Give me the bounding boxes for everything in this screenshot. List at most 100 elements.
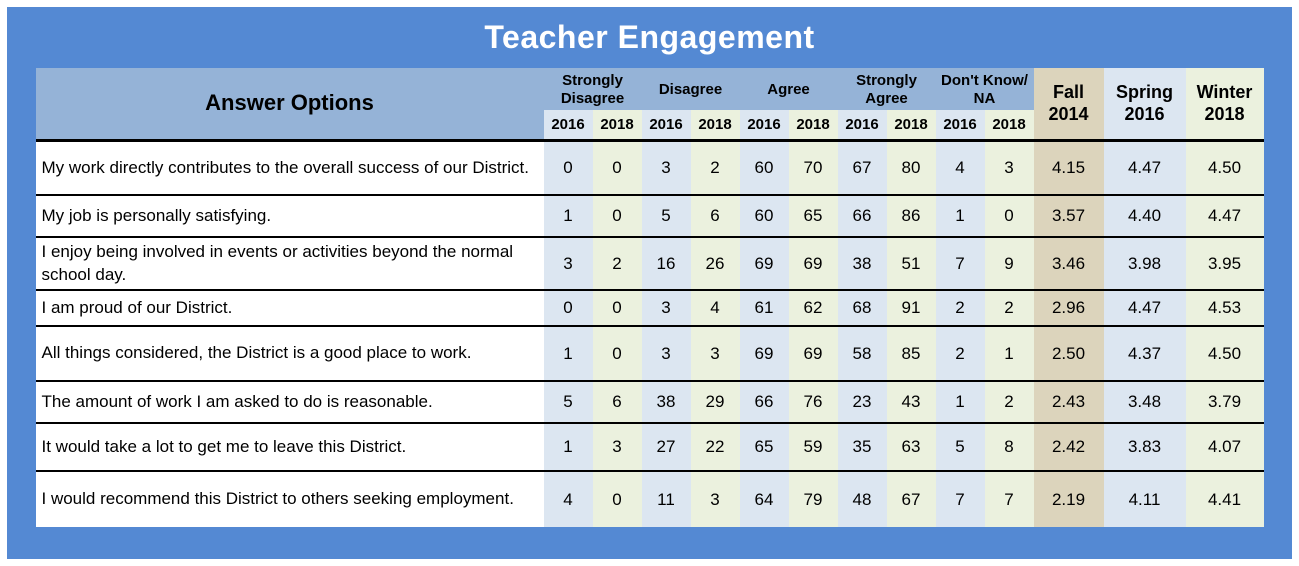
value-cell: 66 xyxy=(837,195,887,238)
value-cell: 80 xyxy=(886,140,936,196)
value-cell: 0 xyxy=(543,290,593,327)
table-row: I would recommend this District to other… xyxy=(35,471,1264,527)
value-cell: 3.98 xyxy=(1103,237,1186,291)
value-cell: 51 xyxy=(886,237,936,291)
value-cell: 3.95 xyxy=(1185,237,1264,291)
value-cell: 4.37 xyxy=(1103,326,1186,382)
year-header-2016: 2016 xyxy=(739,110,789,142)
group-header-strongly-agree: Strongly Agree xyxy=(837,68,936,110)
value-cell: 65 xyxy=(788,195,838,238)
question-cell: I would recommend this District to other… xyxy=(35,471,544,527)
value-cell: 4 xyxy=(935,140,985,196)
value-cell: 4.40 xyxy=(1103,195,1186,238)
value-cell: 60 xyxy=(739,140,789,196)
question-cell: The amount of work I am asked to do is r… xyxy=(35,381,544,424)
value-cell: 4 xyxy=(543,471,593,527)
table-row: I enjoy being involved in events or acti… xyxy=(35,237,1264,291)
table-row: My work directly contributes to the over… xyxy=(35,140,1264,196)
table-row: All things considered, the District is a… xyxy=(35,326,1264,382)
value-cell: 86 xyxy=(886,195,936,238)
value-cell: 91 xyxy=(886,290,936,327)
value-cell: 1 xyxy=(935,195,985,238)
value-cell: 4.15 xyxy=(1033,140,1104,196)
value-cell: 29 xyxy=(690,381,740,424)
value-cell: 61 xyxy=(739,290,789,327)
question-cell: I am proud of our District. xyxy=(35,290,544,327)
value-cell: 62 xyxy=(788,290,838,327)
value-cell: 2 xyxy=(984,290,1034,327)
value-cell: 7 xyxy=(935,471,985,527)
value-cell: 8 xyxy=(984,423,1034,472)
group-header-agree: Agree xyxy=(739,68,838,110)
value-cell: 4.50 xyxy=(1185,140,1264,196)
value-cell: 2 xyxy=(935,290,985,327)
value-cell: 3 xyxy=(592,423,642,472)
value-cell: 68 xyxy=(837,290,887,327)
table-row: My job is personally satisfying. 1 0 5 6 60 65… xyxy=(35,195,1264,238)
group-header-strongly-disagree: Strongly Disagree xyxy=(543,68,642,110)
header-year-row: 2016 2018 2016 2018 2016 2018 2016 2018 … xyxy=(36,110,1264,142)
value-cell: 7 xyxy=(935,237,985,291)
summary-header-fall-2014: Fall 2014 xyxy=(1033,68,1104,142)
value-cell: 26 xyxy=(690,237,740,291)
value-cell: 2 xyxy=(592,237,642,291)
value-cell: 69 xyxy=(739,326,789,382)
question-cell: My work directly contributes to the over… xyxy=(35,140,544,196)
value-cell: 3 xyxy=(984,140,1034,196)
summary-header-spring-2016: Spring 2016 xyxy=(1103,68,1186,142)
value-cell: 2.42 xyxy=(1033,423,1104,472)
value-cell: 5 xyxy=(641,195,691,238)
year-header-2018: 2018 xyxy=(592,110,642,142)
value-cell: 4.41 xyxy=(1185,471,1264,527)
table-row: It would take a lot to get me to leave t… xyxy=(35,423,1264,472)
value-cell: 4.11 xyxy=(1103,471,1186,527)
value-cell: 76 xyxy=(788,381,838,424)
header-group-row: Answer Options Strongly Disagree Disagre… xyxy=(35,68,1264,142)
value-cell: 4.53 xyxy=(1185,290,1264,327)
value-cell: 3.57 xyxy=(1033,195,1104,238)
value-cell: 3 xyxy=(543,237,593,291)
value-cell: 69 xyxy=(788,326,838,382)
value-cell: 0 xyxy=(592,140,642,196)
summary-header-winter-2018: Winter 2018 xyxy=(1185,68,1264,142)
value-cell: 4.47 xyxy=(1103,140,1186,196)
value-cell: 1 xyxy=(935,381,985,424)
table-header: Answer Options Strongly Disagree Disagre… xyxy=(35,68,1264,142)
value-cell: 2.96 xyxy=(1033,290,1104,327)
value-cell: 3 xyxy=(641,140,691,196)
value-cell: 1 xyxy=(543,195,593,238)
value-cell: 64 xyxy=(739,471,789,527)
value-cell: 3.48 xyxy=(1103,381,1186,424)
table-row: I am proud of our District. 0 0 3 4 61 62 68 91 2… xyxy=(35,290,1264,327)
value-cell: 70 xyxy=(788,140,838,196)
value-cell: 69 xyxy=(739,237,789,291)
engagement-table: Answer Options Strongly Disagree Disagre… xyxy=(35,68,1264,527)
year-header-2016: 2016 xyxy=(935,110,985,142)
value-cell: 38 xyxy=(837,237,887,291)
question-cell: All things considered, the District is a… xyxy=(35,326,544,382)
question-cell: I enjoy being involved in events or acti… xyxy=(35,237,544,291)
value-cell: 48 xyxy=(837,471,887,527)
value-cell: 2.43 xyxy=(1033,381,1104,424)
value-cell: 0 xyxy=(984,195,1034,238)
group-header-dont-know-na: Don't Know/ NA xyxy=(935,68,1034,110)
value-cell: 60 xyxy=(739,195,789,238)
year-header-2018: 2018 xyxy=(690,110,740,142)
value-cell: 3 xyxy=(641,326,691,382)
value-cell: 4.07 xyxy=(1185,423,1264,472)
value-cell: 4.47 xyxy=(1103,290,1186,327)
value-cell: 63 xyxy=(886,423,936,472)
value-cell: 3 xyxy=(641,290,691,327)
value-cell: 69 xyxy=(788,237,838,291)
year-header-2018: 2018 xyxy=(984,110,1034,142)
value-cell: 43 xyxy=(886,381,936,424)
value-cell: 59 xyxy=(788,423,838,472)
value-cell: 1 xyxy=(543,326,593,382)
value-cell: 4.47 xyxy=(1185,195,1264,238)
value-cell: 22 xyxy=(690,423,740,472)
value-cell: 35 xyxy=(837,423,887,472)
value-cell: 67 xyxy=(886,471,936,527)
year-header-2018: 2018 xyxy=(788,110,838,142)
value-cell: 4 xyxy=(690,290,740,327)
value-cell: 1 xyxy=(984,326,1034,382)
